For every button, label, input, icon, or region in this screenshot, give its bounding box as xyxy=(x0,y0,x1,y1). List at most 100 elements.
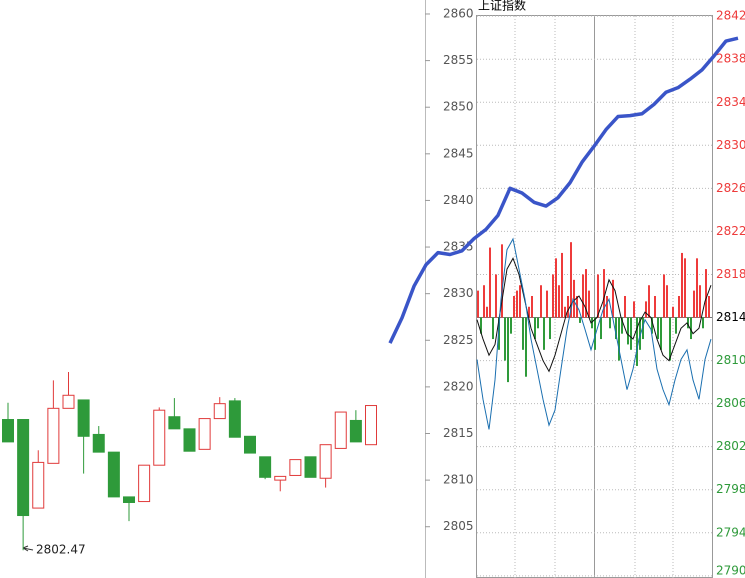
candle-body xyxy=(304,456,317,478)
flow-bar xyxy=(546,290,548,318)
y2-tick-label: 2818 xyxy=(716,267,745,281)
candle-body xyxy=(47,407,60,464)
flow-bar xyxy=(618,317,620,361)
flow-bar xyxy=(693,290,695,318)
candle-body xyxy=(32,461,45,509)
flow-bar xyxy=(639,317,641,350)
flow-bar xyxy=(588,290,590,318)
flow-bar xyxy=(561,252,563,318)
candle-body xyxy=(2,419,14,443)
flow-bar xyxy=(555,258,557,318)
flow-bar xyxy=(630,317,632,350)
flow-bar xyxy=(591,317,593,329)
flow-bar xyxy=(609,317,611,329)
flow-bar xyxy=(579,317,581,323)
y2-tick-label: 2790 xyxy=(716,564,745,578)
flow-bar xyxy=(534,317,536,340)
flow-bar xyxy=(483,285,485,318)
flow-bar xyxy=(606,295,608,318)
candle-body xyxy=(349,419,362,443)
candle-body xyxy=(183,428,196,452)
intraday-line xyxy=(476,257,712,373)
candle-body xyxy=(77,399,90,437)
low-label: 2802.47 xyxy=(36,543,86,557)
flow-bar xyxy=(663,274,665,318)
y-tick-label: 2830 xyxy=(443,286,474,300)
flow-bar xyxy=(516,290,518,318)
flow-bar xyxy=(537,317,539,329)
flow-bar xyxy=(651,317,653,334)
y-tick-label: 2815 xyxy=(443,426,474,440)
flow-bar xyxy=(597,274,599,318)
flow-bar xyxy=(543,317,545,350)
flow-bar xyxy=(615,317,617,340)
flow-bar xyxy=(669,317,671,361)
flow-bar xyxy=(699,285,701,318)
flow-bar xyxy=(567,295,569,318)
flow-bar xyxy=(600,317,602,340)
candle-body xyxy=(138,464,151,503)
flow-bar xyxy=(666,285,668,318)
y2-tick-label: 2838 xyxy=(716,52,745,66)
flow-bar xyxy=(660,317,662,350)
flow-bar xyxy=(498,317,500,350)
candle-body xyxy=(244,435,256,454)
flow-bar xyxy=(603,269,605,318)
candle-body xyxy=(17,419,30,517)
y-tick-label: 2820 xyxy=(443,379,474,393)
y2-tick-label: 2830 xyxy=(716,138,745,152)
flow-bar xyxy=(624,295,626,318)
flow-bar xyxy=(585,269,587,318)
candle-body xyxy=(153,409,166,466)
candle-body xyxy=(334,411,347,449)
flow-bar xyxy=(507,317,509,383)
y-tick-label: 2810 xyxy=(443,473,474,487)
flow-bar xyxy=(654,295,656,318)
flow-bar xyxy=(690,317,692,340)
flow-bar xyxy=(594,317,596,350)
candle-body xyxy=(259,456,272,478)
candle-body xyxy=(274,475,287,481)
candle-body xyxy=(62,394,75,409)
flow-bar xyxy=(489,247,491,318)
flow-bar xyxy=(531,295,533,318)
panel-title: 上证指数 xyxy=(478,0,526,13)
y-tick-label: 2860 xyxy=(443,6,474,20)
price-line xyxy=(388,36,739,344)
candle-body xyxy=(168,416,181,430)
flow-bar xyxy=(621,317,623,334)
flow-bar xyxy=(510,317,512,334)
y-tick-label: 2850 xyxy=(443,100,474,114)
flow-bar xyxy=(570,242,572,318)
flow-bar xyxy=(558,285,560,318)
flow-bar xyxy=(480,317,482,334)
y2-tick-label: 2842 xyxy=(716,9,745,23)
flow-bar xyxy=(582,274,584,318)
flow-bar xyxy=(684,258,686,318)
flow-bar xyxy=(627,317,629,345)
candle-body xyxy=(107,451,120,498)
flow-bar xyxy=(549,317,551,340)
flow-bar xyxy=(513,295,515,318)
flow-bar xyxy=(705,269,707,318)
candle-body xyxy=(213,403,226,420)
y2-tick-label: 2834 xyxy=(716,95,745,109)
flow-bar xyxy=(636,317,638,366)
vertical-grid xyxy=(514,16,674,578)
flow-bar xyxy=(642,317,644,340)
candle-body xyxy=(123,496,135,503)
flow-bar xyxy=(696,258,698,318)
flow-bar xyxy=(702,317,704,329)
flow-bar xyxy=(528,306,530,318)
flow-bar xyxy=(678,295,680,318)
flow-bar xyxy=(495,274,497,318)
y2-tick-label: 2826 xyxy=(716,181,745,195)
candle-body xyxy=(289,459,302,476)
y-tick-label: 2845 xyxy=(443,146,474,160)
flow-bar xyxy=(552,274,554,318)
flow-bar xyxy=(492,317,494,340)
flow-bar xyxy=(672,306,674,318)
flow-bar xyxy=(681,252,683,318)
y-tick-label: 2855 xyxy=(443,53,474,67)
